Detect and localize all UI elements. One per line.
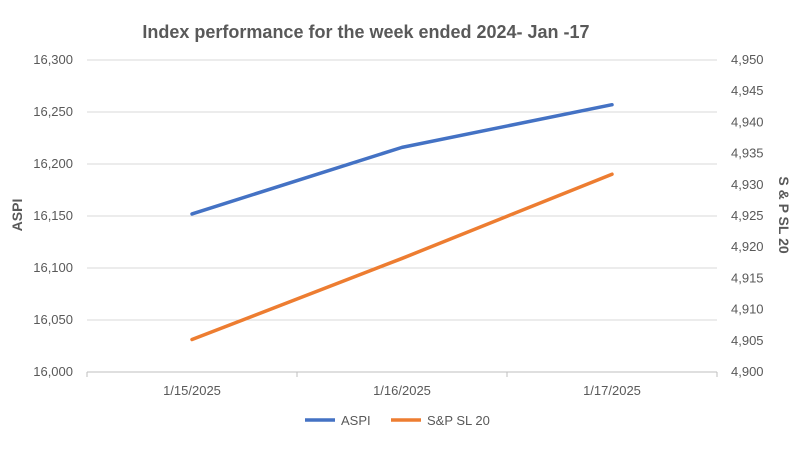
legend: ASPI S&P SL 20 [305, 413, 490, 428]
series-line [190, 172, 614, 342]
y-right-tick-label: 4,930 [731, 177, 764, 192]
series-lines [190, 102, 614, 342]
y-right-tick-label: 4,950 [731, 52, 764, 67]
series-line [190, 102, 614, 216]
y-right-tick-label: 4,935 [731, 146, 764, 161]
y-right-tick-label: 4,920 [731, 239, 764, 254]
y-left-tick-label: 16,300 [33, 52, 73, 67]
y-left-tick-label: 16,150 [33, 208, 73, 223]
y-right-tick-label: 4,945 [731, 83, 764, 98]
legend-label: S&P SL 20 [427, 413, 490, 428]
x-tick-label: 1/16/2025 [373, 383, 431, 398]
y-right-tick-label: 4,925 [731, 208, 764, 223]
y-right-tick-label: 4,900 [731, 364, 764, 379]
y-left-tick-label: 16,200 [33, 156, 73, 171]
gridlines [86, 59, 718, 377]
y-left-tick-label: 16,100 [33, 260, 73, 275]
x-tick-label: 1/17/2025 [583, 383, 641, 398]
y-left-tick-labels: 16,000 16,050 16,100 16,150 16,200 16,250 16,3… [33, 52, 73, 379]
y-left-tick-label: 16,000 [33, 364, 73, 379]
y-left-tick-label: 16,050 [33, 312, 73, 327]
y-left-axis-title: ASPI [9, 199, 25, 232]
y-left-tick-label: 16,250 [33, 104, 73, 119]
x-tick-label: 1/15/2025 [163, 383, 221, 398]
y-right-tick-label: 4,915 [731, 270, 764, 285]
chart-title: Index performance for the week ended 202… [142, 22, 589, 42]
y-right-tick-labels: 4,900 4,905 4,910 4,915 4,920 4,925 4,930 4,935… [731, 52, 764, 379]
x-tick-labels: 1/15/2025 1/16/2025 1/17/2025 [163, 383, 641, 398]
y-right-axis-title: S & P SL 20 [776, 176, 792, 254]
legend-label: ASPI [341, 413, 371, 428]
y-right-tick-label: 4,910 [731, 302, 764, 317]
y-right-tick-label: 4,940 [731, 114, 764, 129]
y-right-tick-label: 4,905 [731, 333, 764, 348]
